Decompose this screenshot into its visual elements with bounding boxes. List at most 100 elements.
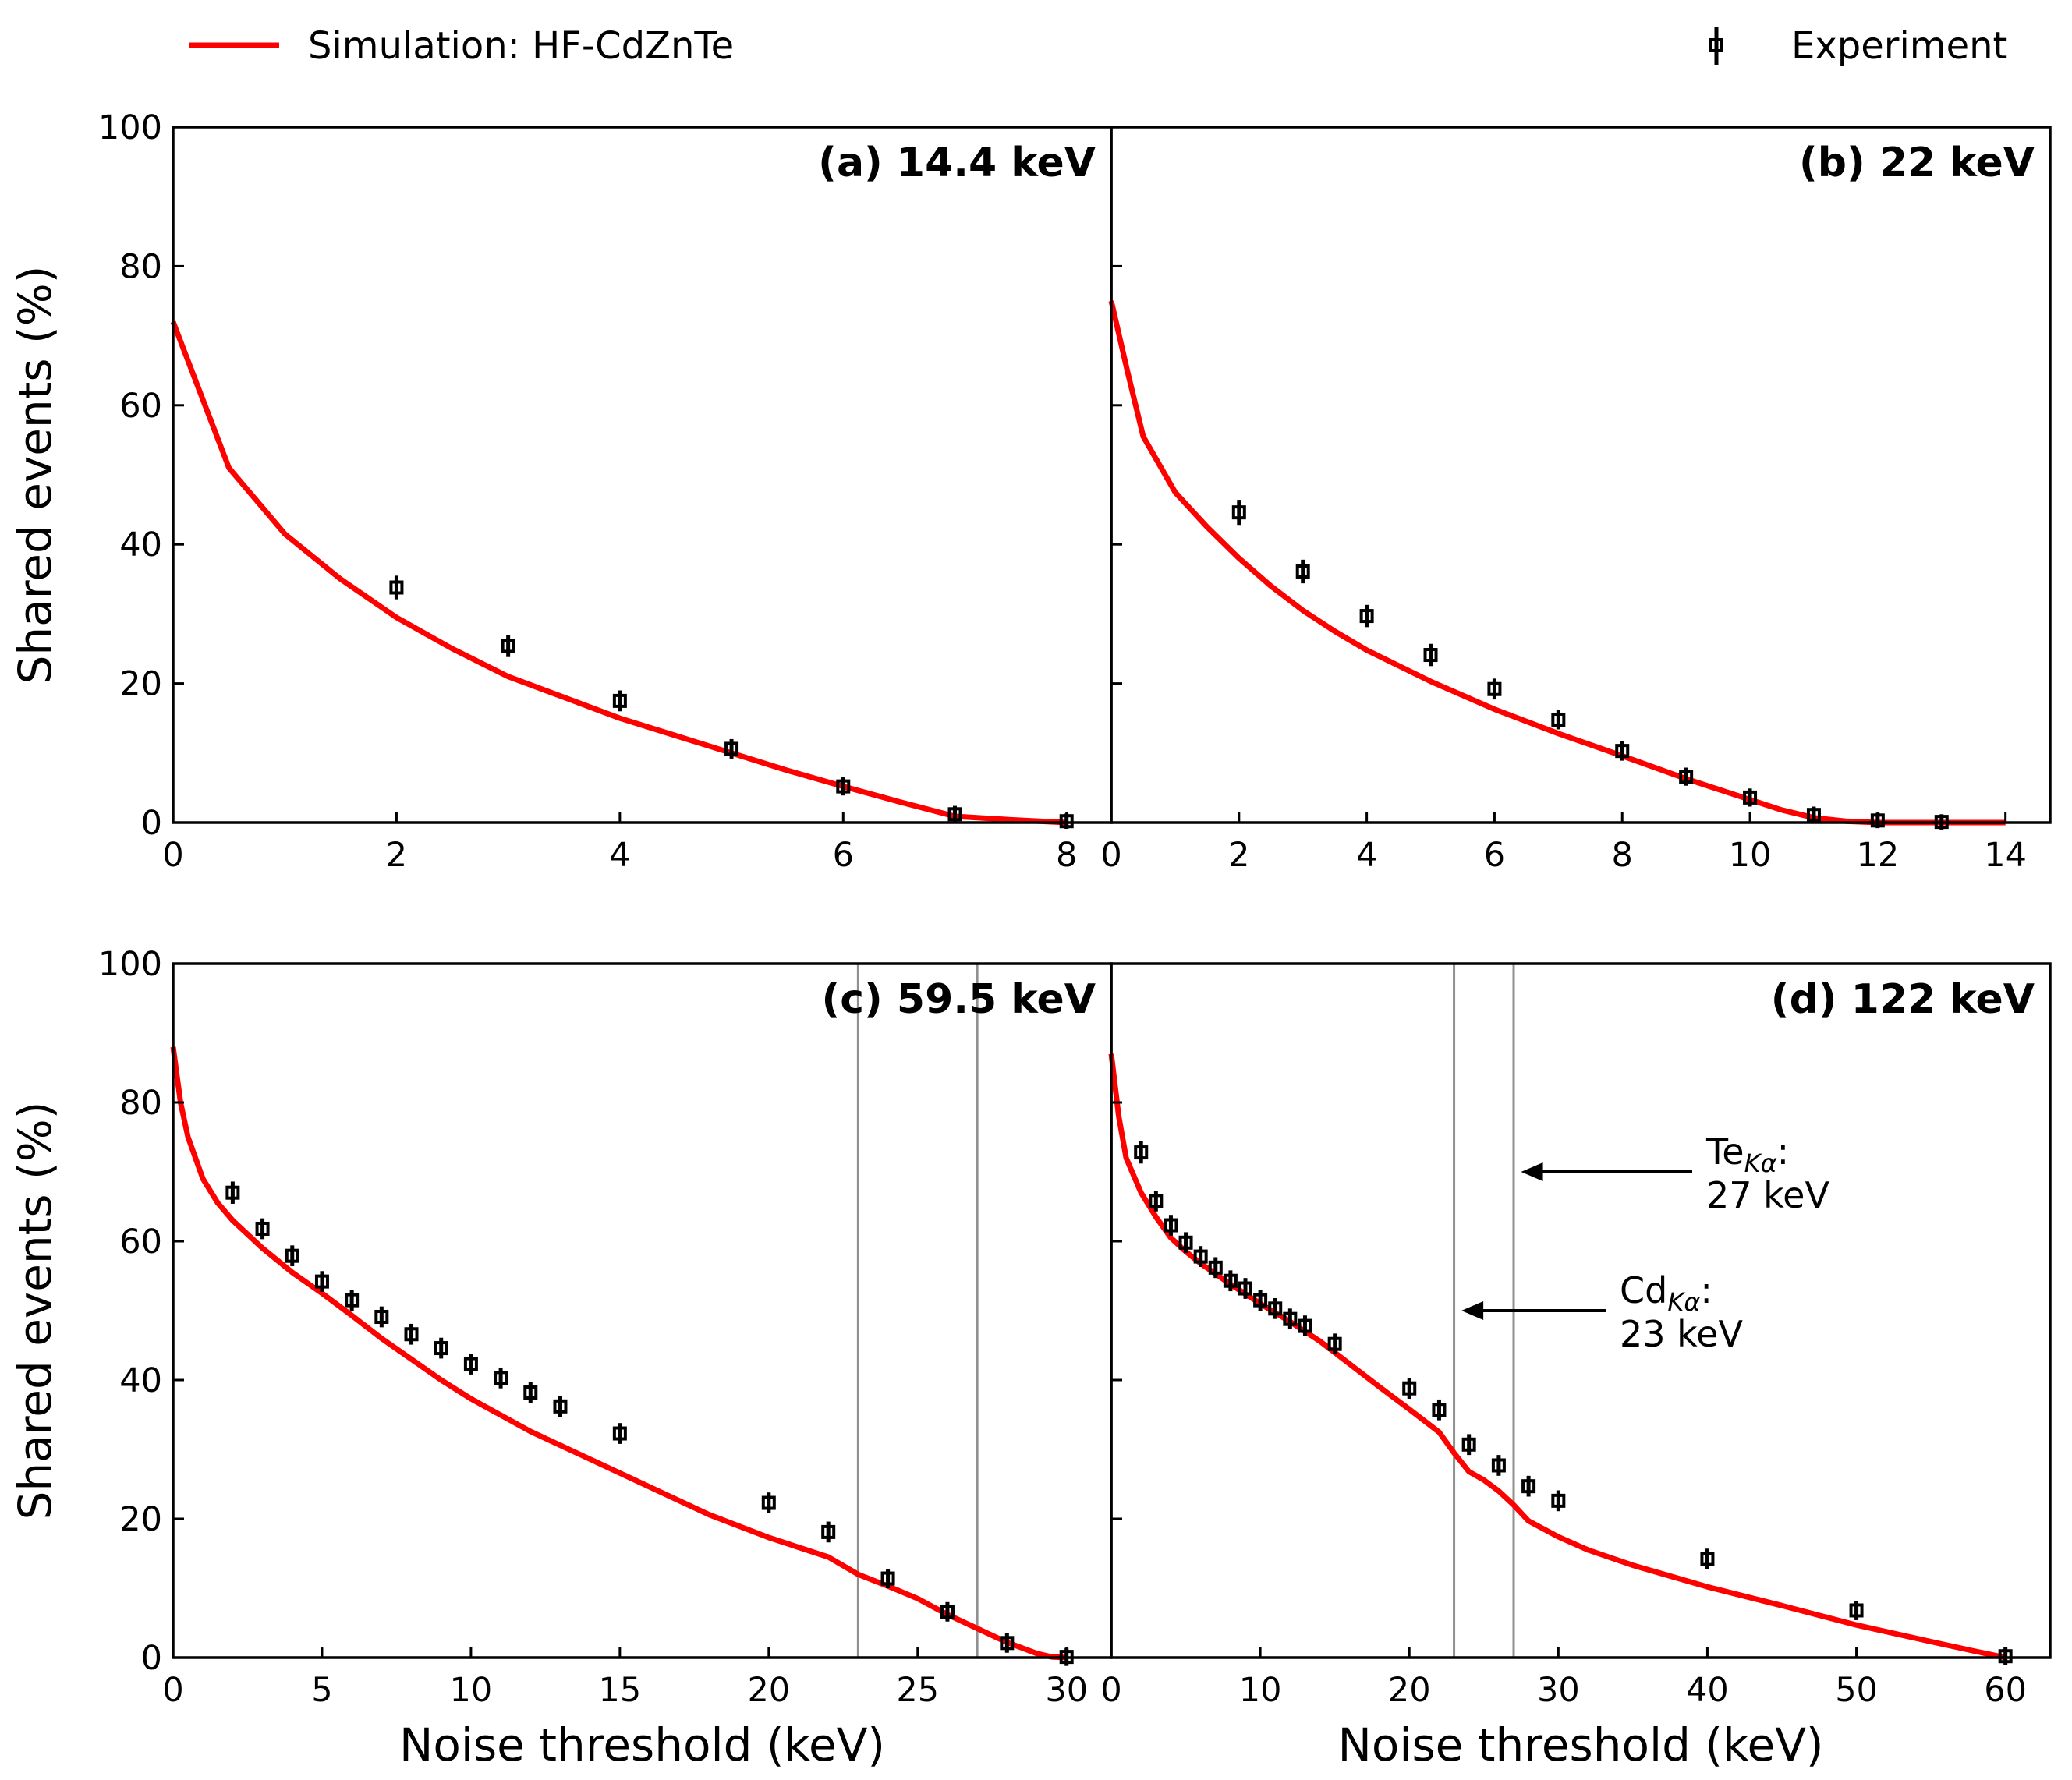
experiment-marker <box>1487 681 1502 696</box>
experiment-point <box>1223 1270 1238 1292</box>
x-tick-label: 10 <box>450 1671 493 1710</box>
y-tick-label: 60 <box>119 387 162 426</box>
experiment-marker <box>1491 1458 1506 1473</box>
experiment-point <box>1149 1191 1164 1212</box>
annotation-te: TeKα:27 keV <box>1521 1131 1829 1216</box>
experiment-point <box>1178 1232 1193 1254</box>
experiment-point <box>761 1492 776 1513</box>
axes-frame <box>172 126 1113 824</box>
experiment-point <box>553 1396 568 1417</box>
annotation-label: TeKα: <box>1705 1131 1789 1178</box>
experiment-marker <box>1164 1218 1178 1233</box>
x-tick-label: 0 <box>162 836 183 875</box>
x-tick-label: 10 <box>1729 836 1772 875</box>
experiment-marker <box>255 1221 270 1236</box>
experiment-marker <box>501 639 515 653</box>
y-axis-label: Shared events (%) <box>9 266 62 685</box>
experiment-point <box>1432 1399 1447 1421</box>
experiment-point <box>314 1271 329 1292</box>
panel-title: (d) 122 keV <box>1771 976 2035 1023</box>
x-tick-label: 8 <box>1056 836 1077 875</box>
experiment-marker <box>1679 770 1694 784</box>
experiment-marker <box>761 1495 776 1510</box>
experiment-point <box>1298 1315 1312 1336</box>
experiment-point <box>1253 1290 1268 1311</box>
annotation-cd: CdKα:23 keV <box>1461 1269 1743 1355</box>
experiment-marker <box>1268 1301 1283 1316</box>
simulation-line <box>1108 300 2006 826</box>
experiment-marker <box>1551 1493 1566 1508</box>
experiment-point <box>880 1569 895 1588</box>
experiment-marker <box>314 1274 329 1289</box>
experiment-marker <box>1461 1437 1476 1452</box>
experiment-marker <box>389 580 404 595</box>
y-tick-label: 100 <box>98 108 162 147</box>
experiment-point <box>1491 1455 1506 1476</box>
panel-title: (b) 22 keV <box>1799 140 2035 186</box>
experiment-marker <box>1149 1194 1164 1208</box>
panel-d: 0 10 20 30 40 50 60 (d) 122 keV Noise threshold … <box>1100 962 2052 1771</box>
y-tick-label: 0 <box>141 804 162 843</box>
experiment-point <box>1327 1333 1342 1355</box>
experiment-marker <box>1298 1318 1312 1333</box>
simulation-line <box>1108 1053 2006 1661</box>
experiment-marker <box>434 1341 448 1356</box>
x-tick-label: 30 <box>1045 1671 1088 1710</box>
experiment-marker <box>1551 712 1566 727</box>
experiment-marker <box>1295 564 1310 579</box>
annotation-value: 27 keV <box>1706 1174 1829 1216</box>
axes-frame <box>1110 962 2052 1659</box>
x-axis-label: Noise threshold (keV) <box>1337 1718 1823 1771</box>
experiment-marker <box>821 1524 836 1539</box>
panel-c: 0 5 10 15 20 25 30 0 20 40 60 80 100 (c) 59.5 keV Shar… <box>9 945 1113 1771</box>
experiment-marker <box>1134 1145 1149 1160</box>
experiment-marker <box>1000 1636 1015 1651</box>
experiment-marker <box>1521 1479 1536 1494</box>
y-tick-label: 80 <box>119 247 162 286</box>
experiment-point <box>1849 1601 1864 1620</box>
experiment-point <box>724 738 739 759</box>
experiment-point <box>345 1290 360 1311</box>
experiment-point <box>1208 1257 1223 1279</box>
experiment-point <box>374 1306 389 1328</box>
experiment-marker <box>880 1571 895 1586</box>
x-tick-label: 14 <box>1984 836 2027 875</box>
experiment-marker <box>404 1327 419 1342</box>
x-tick-label: 60 <box>1984 1671 2027 1710</box>
experiment-point <box>1402 1378 1417 1400</box>
annotation-arrow-head <box>1461 1301 1484 1320</box>
y-axis-label: Shared events (%) <box>9 1102 62 1520</box>
experiment-marker <box>1231 505 1246 520</box>
x-tick-label: 0 <box>162 1671 183 1710</box>
experiment-point <box>1164 1215 1178 1236</box>
experiment-marker <box>1223 1273 1238 1288</box>
experiment-point <box>389 575 404 600</box>
experiment-marker <box>1283 1311 1298 1326</box>
x-tick-label: 2 <box>386 836 407 875</box>
experiment-marker <box>374 1310 389 1325</box>
x-tick-label: 12 <box>1856 836 1899 875</box>
experiment-marker <box>1238 1281 1252 1296</box>
x-tick-label: 0 <box>1100 836 1121 875</box>
experiment-point <box>612 690 627 712</box>
experiment-marker <box>724 741 739 756</box>
experiment-marker <box>1849 1603 1864 1618</box>
experiment-point <box>1551 1490 1566 1512</box>
experiment-point <box>1283 1308 1298 1330</box>
experiment-marker <box>940 1605 955 1619</box>
x-tick-label: 4 <box>609 836 630 875</box>
experiment-point <box>1000 1633 1015 1653</box>
experiment-marker <box>1208 1260 1223 1275</box>
simulation-line <box>170 320 1067 826</box>
experiment-point <box>1615 741 1630 761</box>
experiment-marker <box>1432 1403 1447 1417</box>
experiment-marker <box>1806 808 1821 823</box>
experiment-marker <box>523 1385 538 1400</box>
x-axis-label: Noise threshold (keV) <box>399 1718 885 1771</box>
experiment-point <box>1231 500 1246 526</box>
y-tick-label: 100 <box>98 945 162 984</box>
experiment-point <box>940 1601 955 1622</box>
experiment-marker <box>1327 1336 1342 1351</box>
experiment-marker <box>612 1426 627 1441</box>
